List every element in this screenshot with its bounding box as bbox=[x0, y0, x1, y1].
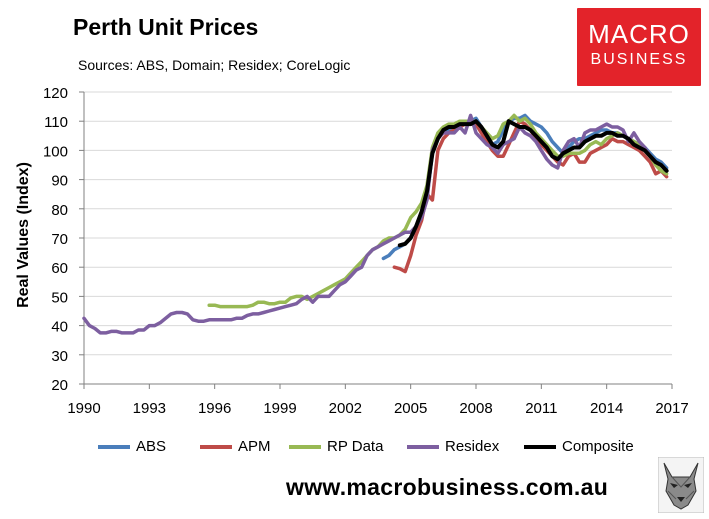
chart-title: Perth Unit Prices bbox=[73, 14, 259, 40]
y-tick-label: 80 bbox=[51, 202, 68, 219]
legend-swatch bbox=[200, 444, 232, 449]
legend-label: APM bbox=[238, 438, 271, 455]
y-tick-label: 120 bbox=[43, 85, 68, 102]
x-tick-label: 2011 bbox=[525, 400, 557, 417]
x-tick-label: 1990 bbox=[67, 400, 100, 417]
x-tick-label: 1993 bbox=[133, 400, 166, 417]
x-tick-label: 2005 bbox=[394, 400, 427, 417]
legend-label: RP Data bbox=[327, 438, 384, 455]
legend-label: ABS bbox=[136, 438, 167, 455]
legend-label: Residex bbox=[445, 438, 500, 455]
legend-label: Composite bbox=[562, 438, 634, 455]
logo-line-2: BUSINESS bbox=[590, 51, 688, 68]
y-tick-label: 70 bbox=[51, 231, 68, 248]
chart-subtitle: Sources: ABS, Domain; Residex; CoreLogic bbox=[78, 57, 351, 73]
legend-item-composite: Composite bbox=[524, 438, 634, 455]
y-tick-label: 90 bbox=[51, 173, 68, 190]
macrobusiness-logo: MACRO BUSINESS bbox=[577, 8, 701, 86]
x-tick-label: 1996 bbox=[198, 400, 231, 417]
y-tick-label: 40 bbox=[51, 319, 68, 336]
legend-swatch bbox=[98, 444, 130, 449]
legend-item-abs: ABS bbox=[98, 438, 166, 455]
axes: 20 30 40 50 60 70 80 90 100 110 120 1990 1993 1996 199… bbox=[43, 85, 689, 417]
legend-item-apm: APM bbox=[200, 438, 271, 455]
x-tick-label: 2014 bbox=[590, 400, 623, 417]
legend-item-residex: Residex bbox=[407, 438, 499, 455]
footer-url[interactable]: www.macrobusiness.com.au bbox=[286, 474, 609, 500]
y-tick-label: 30 bbox=[51, 348, 68, 365]
y-tick-label: 50 bbox=[51, 289, 68, 306]
x-tick-label: 2008 bbox=[459, 400, 492, 417]
series-line-residex bbox=[82, 113, 669, 335]
y-tick-label: 100 bbox=[43, 143, 68, 160]
x-tick-label: 1999 bbox=[263, 400, 296, 417]
y-tick-label: 20 bbox=[51, 377, 68, 394]
y-tick-label: 60 bbox=[51, 260, 68, 277]
x-tick-label: 2017 bbox=[655, 400, 688, 417]
legend-swatch bbox=[289, 444, 321, 449]
legend-swatch bbox=[407, 444, 439, 449]
logo-line-1: MACRO bbox=[588, 19, 690, 49]
legend-swatch bbox=[524, 444, 556, 449]
series-line-rp-data bbox=[207, 113, 669, 309]
y-tick-label: 110 bbox=[44, 114, 68, 131]
series-lines bbox=[82, 113, 669, 335]
legend-item-rp-data: RP Data bbox=[289, 438, 383, 455]
x-tick-label: 2002 bbox=[329, 400, 362, 417]
legend: ABS APM RP Data Residex Composite bbox=[0, 438, 709, 458]
wolf-icon bbox=[658, 457, 704, 513]
series-line-composite bbox=[397, 119, 669, 248]
